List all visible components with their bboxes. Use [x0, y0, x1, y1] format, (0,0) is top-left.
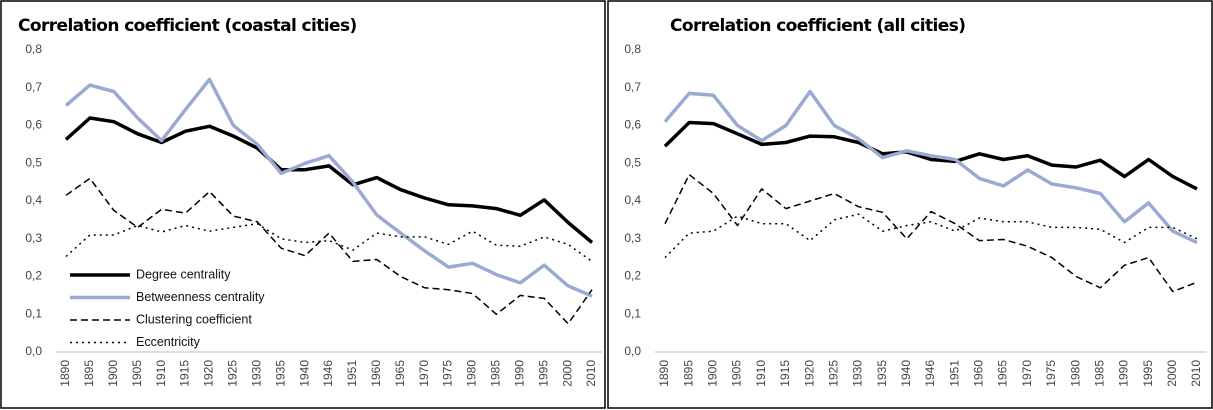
x-tick-label: 1970	[417, 360, 431, 387]
y-tick-label: 0,7	[624, 80, 641, 94]
y-tick-label: 0,2	[25, 269, 42, 283]
series-line	[664, 213, 1198, 259]
x-tick-label: 1940	[899, 360, 913, 387]
y-tick-label: 0,5	[624, 155, 641, 169]
y-tick-label: 0,1	[25, 306, 42, 320]
x-tick-label: 1980	[465, 360, 479, 387]
legend-label: Clustering coefficient	[136, 312, 252, 326]
y-tick-label: 0,6	[25, 118, 42, 132]
x-tick-label: 1895	[82, 360, 96, 387]
series-line	[65, 177, 593, 325]
x-tick-label: 1890	[657, 360, 671, 387]
x-tick-label: 1960	[369, 360, 383, 387]
x-tick-label: 2010	[1189, 360, 1203, 387]
panel-border	[607, 0, 1213, 409]
series-line	[663, 89, 1198, 245]
y-tick-label: 0,5	[25, 155, 42, 169]
series-line	[65, 222, 593, 263]
y-tick-label: 0,3	[25, 231, 42, 245]
chart-title: Correlation coefficient (all cities)	[670, 16, 965, 36]
y-tick-label: 0,0	[25, 344, 42, 358]
x-tick-label: 1920	[202, 360, 216, 387]
x-tick-label: 1900	[106, 360, 120, 387]
x-tick-label: 1980	[1068, 360, 1082, 387]
x-tick-label: 1990	[1117, 360, 1131, 387]
x-tick-label: 1946	[923, 360, 937, 387]
x-tick-label: 1965	[996, 360, 1010, 387]
x-tick-label: 1930	[851, 360, 865, 387]
series-line	[64, 116, 594, 244]
series-line	[664, 173, 1198, 293]
x-tick-label: 1990	[512, 360, 526, 387]
x-tick-label: 2000	[1165, 360, 1179, 387]
x-tick-label: 1975	[441, 360, 455, 387]
series-line	[663, 120, 1198, 191]
x-tick-label: 1920	[802, 360, 816, 387]
x-tick-label: 1935	[875, 360, 889, 387]
x-tick-label: 1895	[681, 360, 695, 387]
chart-title: Correlation coefficient (coastal cities)	[18, 16, 357, 36]
x-tick-label: 1915	[178, 360, 192, 387]
x-tick-label: 1965	[393, 360, 407, 387]
legend-label: Eccentricity	[136, 335, 201, 349]
x-tick-label: 1905	[130, 360, 144, 387]
legend-label: Degree centrality	[136, 267, 231, 281]
y-tick-label: 0,7	[25, 80, 42, 94]
x-tick-label: 1915	[778, 360, 792, 387]
y-tick-label: 0,4	[25, 193, 42, 207]
x-tick-label: 1935	[273, 360, 287, 387]
x-tick-label: 1995	[536, 360, 550, 387]
x-tick-label: 1946	[321, 360, 335, 387]
series-line	[64, 77, 593, 298]
x-tick-label: 1905	[730, 360, 744, 387]
x-tick-label: 1890	[58, 360, 72, 387]
y-tick-label: 0,0	[624, 344, 641, 358]
y-tick-label: 0,2	[624, 269, 641, 283]
x-tick-label: 1951	[345, 360, 359, 387]
x-tick-label: 1951	[947, 360, 961, 387]
x-tick-label: 1910	[754, 360, 768, 387]
x-tick-label: 2010	[584, 360, 598, 387]
x-tick-label: 1900	[706, 360, 720, 387]
x-tick-label: 1925	[226, 360, 240, 387]
x-tick-label: 1970	[1020, 360, 1034, 387]
x-tick-label: 1995	[1141, 360, 1155, 387]
y-tick-label: 0,3	[624, 231, 641, 245]
x-tick-label: 1960	[972, 360, 986, 387]
y-tick-label: 0,6	[624, 118, 641, 132]
x-tick-label: 1975	[1044, 360, 1058, 387]
panel-border	[0, 0, 606, 409]
y-tick-label: 0,1	[624, 306, 641, 320]
x-tick-label: 1925	[826, 360, 840, 387]
x-tick-label: 1985	[489, 360, 503, 387]
y-tick-label: 0,4	[624, 193, 641, 207]
legend-label: Betweenness centrality	[136, 290, 265, 304]
x-tick-label: 2000	[560, 360, 574, 387]
y-tick-label: 0,8	[624, 42, 641, 56]
x-tick-label: 1910	[154, 360, 168, 387]
x-tick-label: 1985	[1092, 360, 1106, 387]
x-tick-label: 1940	[297, 360, 311, 387]
y-tick-label: 0,8	[25, 42, 42, 56]
x-tick-label: 1930	[249, 360, 263, 387]
